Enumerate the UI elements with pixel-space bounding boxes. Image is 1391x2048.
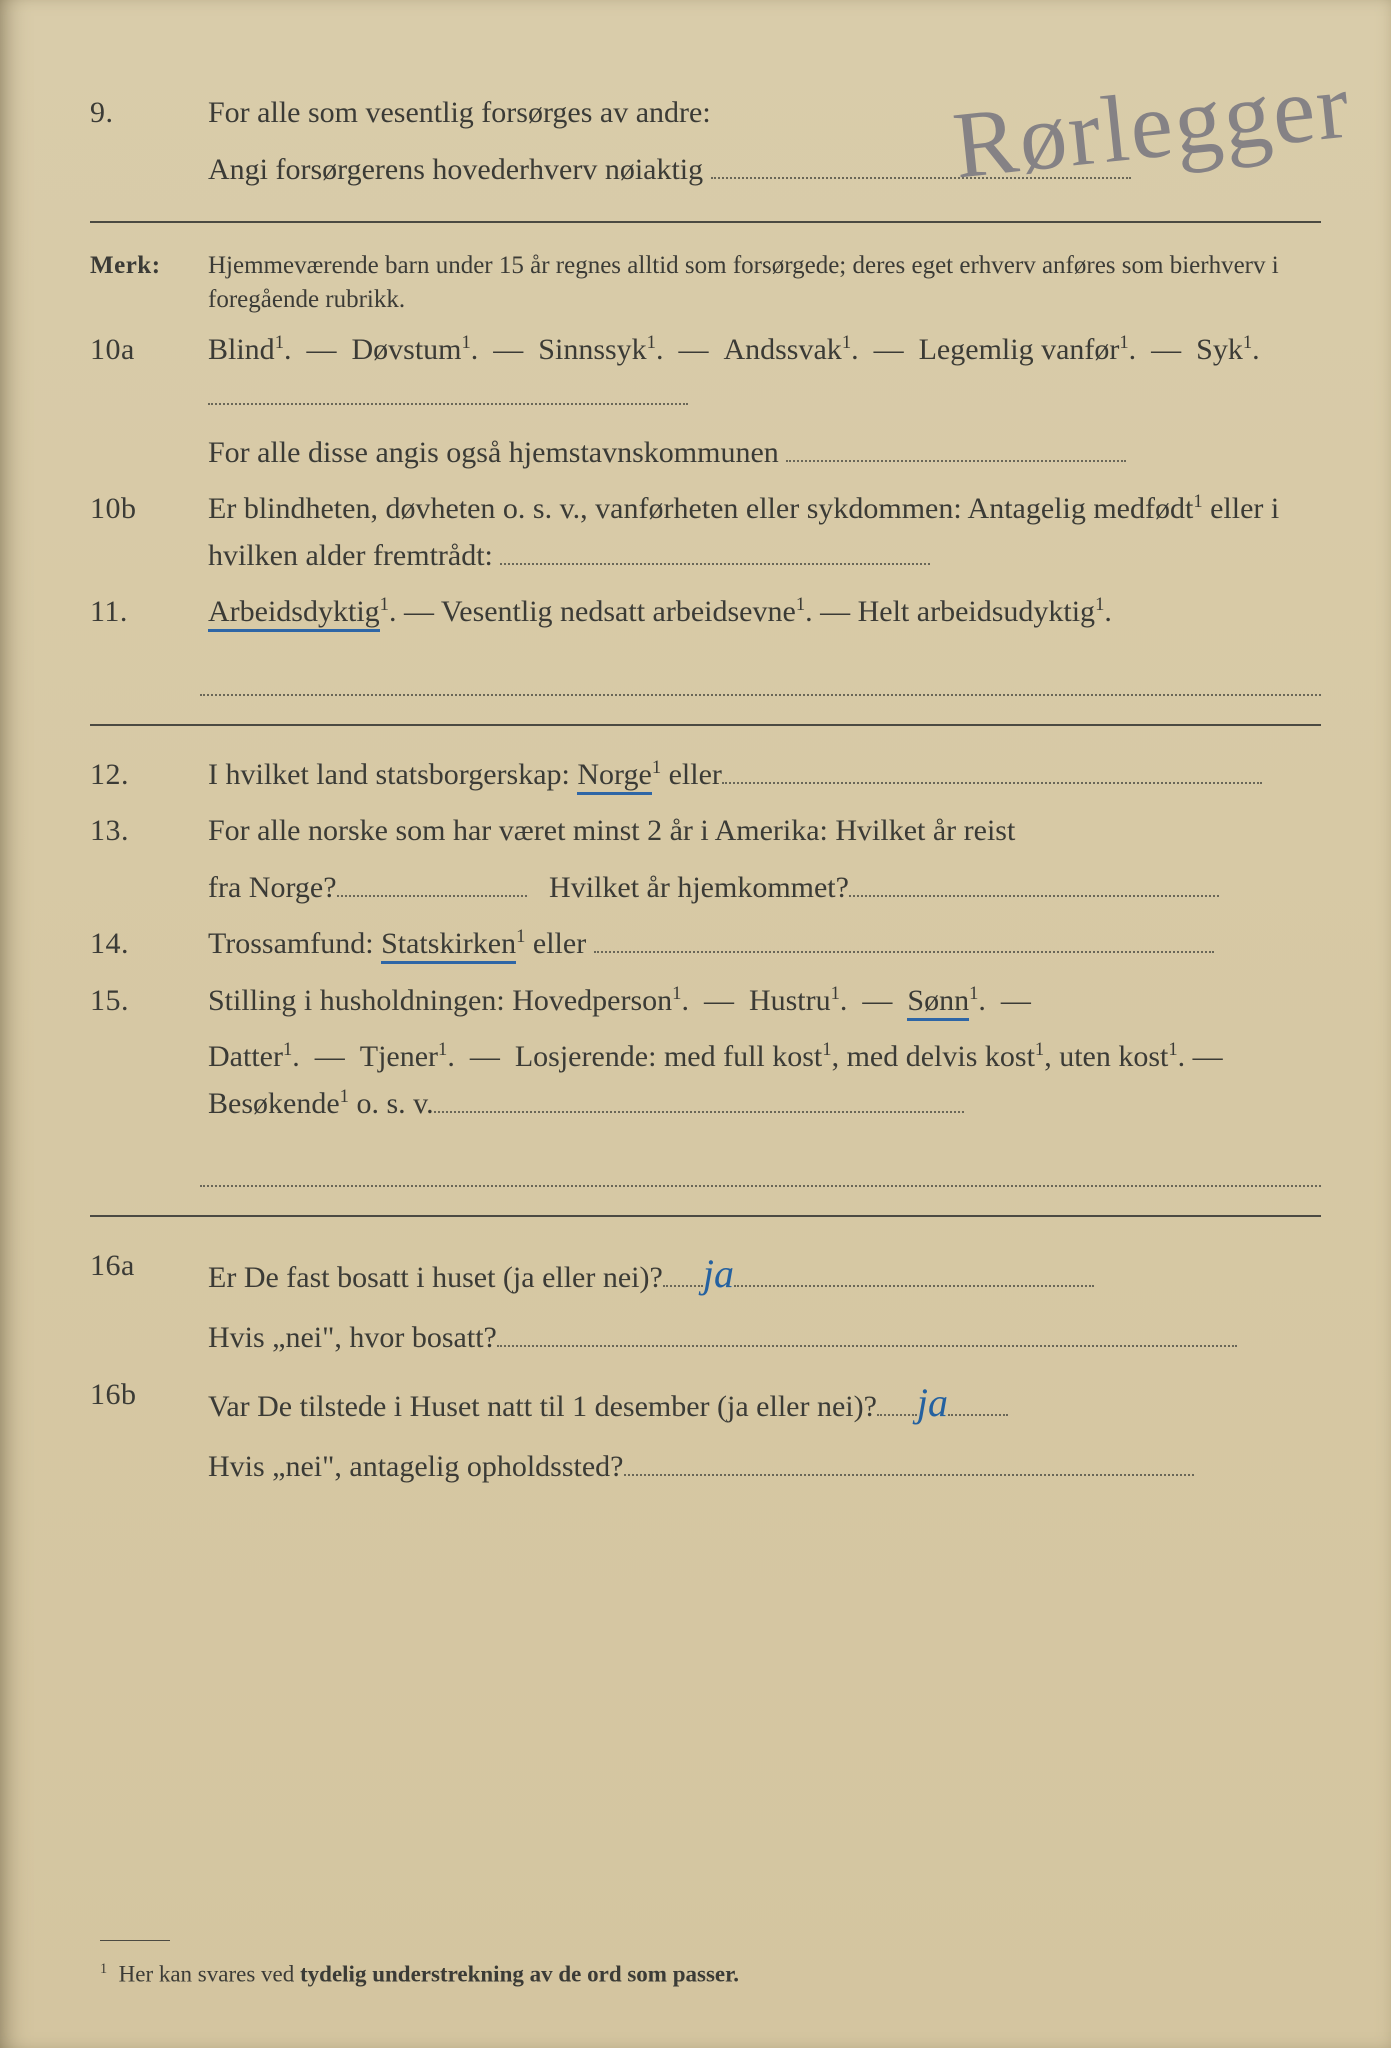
- rule-dots-15: [200, 1157, 1321, 1187]
- question-14: 14. Trossamfund: Statskirken1 eller: [90, 921, 1321, 968]
- q11-rest: 1. — Vesentlig nedsatt arbeidsevne1. — H…: [380, 595, 1112, 628]
- q15-content: Stilling i husholdningen: Hovedperson1. …: [208, 978, 1321, 1128]
- q16b-line2: Hvis „nei", antagelig opholdssted?: [208, 1444, 1321, 1491]
- q11-opt1-underlined: Arbeidsdyktig: [208, 595, 380, 632]
- q9-line2-text: Angi forsørgerens hovederhverv nøiaktig: [208, 153, 703, 186]
- q9-number: 9.: [90, 90, 208, 137]
- q16a-line2: Hvis „nei", hvor bosatt?: [208, 1315, 1321, 1362]
- q10a-number: 10a: [90, 327, 208, 374]
- question-10a: 10a Blind1. — Døvstum1. — Sinnssyk1. — A…: [90, 327, 1321, 477]
- q16b-number: 16b: [90, 1372, 208, 1419]
- q16b-blank1a: [877, 1387, 917, 1416]
- q16b-answer1: ja: [917, 1380, 948, 1425]
- q14-pre: Trossamfund:: [208, 927, 381, 960]
- q16a-blank2: [497, 1318, 1237, 1347]
- question-15: 15. Stilling i husholdningen: Hovedperso…: [90, 978, 1321, 1128]
- q10a-options: Blind1. — Døvstum1. — Sinnssyk1. — Andss…: [208, 333, 1260, 366]
- q12-norge-underlined: Norge: [577, 758, 651, 795]
- q11-content: Arbeidsdyktig1. — Vesentlig nedsatt arbe…: [208, 589, 1321, 636]
- q10b-number: 10b: [90, 486, 208, 533]
- q16a-line1: Er De fast bosatt i huset (ja eller nei)…: [208, 1243, 1321, 1305]
- rule-dots-11: [200, 666, 1321, 696]
- q16a-blank1b: [734, 1258, 1094, 1287]
- q12-number: 12.: [90, 752, 208, 799]
- q16a-q2: Hvis „nei", hvor bosatt?: [208, 1321, 497, 1354]
- q12-blank: [722, 755, 1262, 784]
- question-10b: 10b Er blindheten, døvheten o. s. v., va…: [90, 486, 1321, 579]
- q16b-q1: Var De tilstede i Huset natt til 1 desem…: [208, 1390, 877, 1423]
- footnote-marker: 1: [100, 1961, 107, 1977]
- q16a-content: Er De fast bosatt i huset (ja eller nei)…: [208, 1243, 1321, 1362]
- rule-2: [90, 724, 1321, 726]
- q10a-extra-text: For alle disse angis også hjemstavnskomm…: [208, 436, 779, 469]
- page: Rørlegger 9. For alle som vesentlig fors…: [0, 0, 1391, 2048]
- q15-line1-pre: Stilling i husholdningen: Hovedperson1. …: [208, 984, 907, 1017]
- q12-post: 1 eller: [652, 758, 722, 791]
- question-13: 13. For alle norske som har været minst …: [90, 808, 1321, 911]
- merk-label: Merk:: [90, 249, 208, 283]
- q14-post: 1 eller: [516, 927, 594, 960]
- footnote: 1 Her kan svares ved tydelig understrekn…: [100, 1940, 1311, 1988]
- q16b-line1: Var De tilstede i Huset natt til 1 desem…: [208, 1372, 1321, 1434]
- q10a-blank2: [786, 433, 1126, 462]
- q10a-content: Blind1. — Døvstum1. — Sinnssyk1. — Andss…: [208, 327, 1321, 477]
- q11-number: 11.: [90, 589, 208, 636]
- q16a-blank1a: [663, 1258, 703, 1287]
- q14-number: 14.: [90, 921, 208, 968]
- merk-text: Hjemmeværende barn under 15 år regnes al…: [208, 249, 1321, 317]
- q16a-answer1: ja: [703, 1251, 734, 1296]
- merk-row: Merk: Hjemmeværende barn under 15 år reg…: [90, 249, 1321, 317]
- footnote-text: Her kan svares ved tydelig understreknin…: [119, 1962, 739, 1987]
- q13-blank2: [849, 868, 1219, 897]
- q13-line2a: fra Norge?: [208, 871, 337, 904]
- question-12: 12. I hvilket land statsborgerskap: Norg…: [90, 752, 1321, 799]
- q14-blank: [594, 924, 1214, 953]
- q13-number: 13.: [90, 808, 208, 855]
- question-11: 11. Arbeidsdyktig1. — Vesentlig nedsatt …: [90, 589, 1321, 636]
- q12-pre: I hvilket land statsborgerskap:: [208, 758, 577, 791]
- q15-line1-post: 1. —: [969, 984, 1031, 1017]
- q13-line2: fra Norge? Hvilket år hjemkommet?: [208, 865, 1321, 912]
- footnote-rule: [100, 1940, 170, 1941]
- q14-content: Trossamfund: Statskirken1 eller: [208, 921, 1321, 968]
- q15-blank: [434, 1084, 964, 1113]
- q16b-blank2: [624, 1447, 1194, 1476]
- q13-line1: For alle norske som har været minst 2 år…: [208, 814, 1015, 847]
- q15-number: 15.: [90, 978, 208, 1025]
- rule-3: [90, 1215, 1321, 1217]
- q15-sonn-underlined: Sønn: [907, 984, 969, 1021]
- q16a-number: 16a: [90, 1243, 208, 1290]
- q13-blank1: [337, 868, 527, 897]
- q10b-content: Er blindheten, døvheten o. s. v., vanfør…: [208, 486, 1321, 579]
- question-16b: 16b Var De tilstede i Huset natt til 1 d…: [90, 1372, 1321, 1491]
- q16a-q1: Er De fast bosatt i huset (ja eller nei)…: [208, 1261, 663, 1294]
- q10a-blank1: [208, 376, 688, 405]
- q12-content: I hvilket land statsborgerskap: Norge1 e…: [208, 752, 1321, 799]
- q13-content: For alle norske som har været minst 2 år…: [208, 808, 1321, 911]
- q16b-content: Var De tilstede i Huset natt til 1 desem…: [208, 1372, 1321, 1491]
- q13-line2b: Hvilket år hjemkommet?: [549, 871, 849, 904]
- q10b-blank: [500, 536, 930, 565]
- question-16a: 16a Er De fast bosatt i huset (ja eller …: [90, 1243, 1321, 1362]
- rule-1: [90, 221, 1321, 223]
- q10a-extra: For alle disse angis også hjemstavnskomm…: [208, 430, 1321, 477]
- q14-statskirken-underlined: Statskirken: [381, 927, 516, 964]
- q16b-q2: Hvis „nei", antagelig opholdssted?: [208, 1450, 624, 1483]
- q16b-blank1b: [948, 1387, 1008, 1416]
